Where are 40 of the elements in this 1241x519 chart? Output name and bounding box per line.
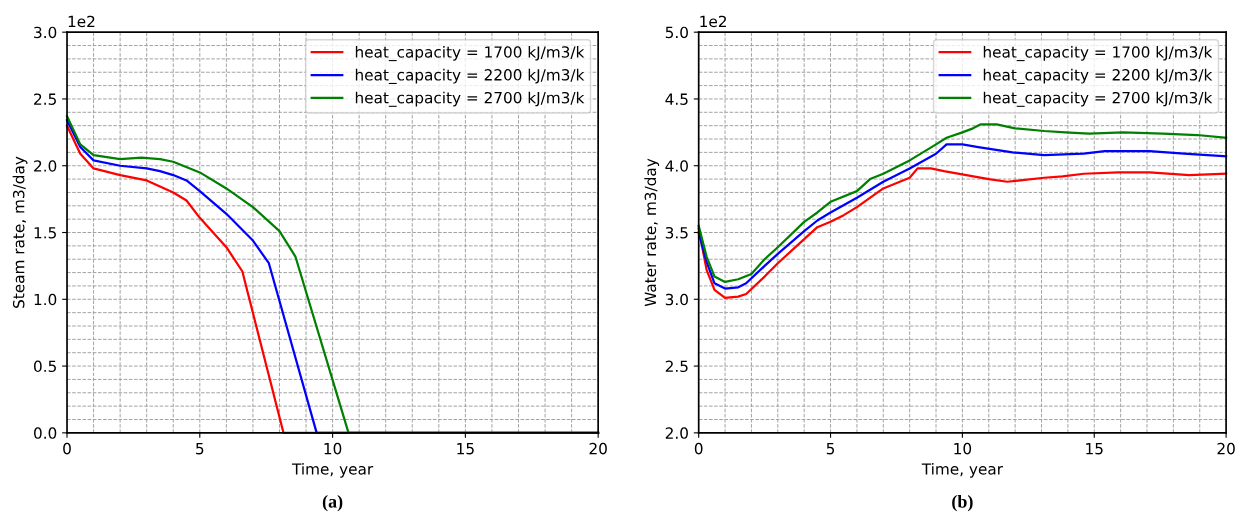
- text: 1e2: [68, 15, 95, 28]
- x-tick-label: 0: [694, 442, 703, 455]
- legend-label: heat_capacity = 2700 kJ/m3/k: [355, 91, 585, 107]
- x-tick-label: 10: [324, 442, 342, 455]
- text: 1e2: [700, 15, 726, 28]
- y-tick-label: 3.5: [665, 226, 688, 239]
- text: (b): [952, 494, 973, 512]
- legend-label: heat_capacity = 2200 kJ/m3/k: [983, 68, 1213, 84]
- legend-label: heat_capacity = 2200 kJ/m3/k: [355, 68, 585, 84]
- y-tick-label: 2.5: [34, 93, 56, 105]
- y-tick-label: 0.5: [34, 360, 56, 373]
- x-tick-label: 20: [589, 442, 607, 455]
- line-series: [697, 143, 1228, 290]
- y-tick-label: 4.0: [665, 160, 688, 172]
- x-tick-label: 15: [457, 443, 474, 455]
- y-tick-label: 2.5: [665, 360, 688, 373]
- y-tick-label: 1.0: [34, 293, 57, 306]
- legend-label: heat_capacity = 1700 kJ/m3/k: [983, 45, 1213, 62]
- x-tick-label: 0: [63, 442, 71, 455]
- y-tick-label: 1.5: [34, 227, 56, 239]
- x-tick-label: 5: [196, 443, 204, 455]
- line-series: [697, 123, 1228, 284]
- y-axis-title: Steam rate, m3/day: [12, 156, 28, 308]
- y-tick-label: 0.0: [34, 427, 57, 439]
- x-tick-label: 20: [1217, 442, 1235, 455]
- text: (a): [322, 494, 343, 512]
- legend-label: heat_capacity = 2700 kJ/m3/k: [983, 91, 1213, 107]
- y-tick-label: 5.0: [665, 26, 688, 39]
- y-tick-label: 3.0: [665, 293, 688, 306]
- x-axis-title: Time, year: [921, 462, 1003, 478]
- x-tick-label: 5: [826, 443, 835, 455]
- y-tick-label: 2.0: [34, 160, 57, 172]
- y-tick-label: 2.0: [665, 427, 688, 439]
- y-tick-label: 3.0: [34, 26, 57, 39]
- y-tick-label: 4.5: [665, 93, 688, 105]
- x-axis-title: Time, year: [291, 462, 374, 478]
- x-tick-label: 10: [954, 442, 972, 455]
- x-tick-label: 15: [1086, 443, 1103, 455]
- legend-label: heat_capacity = 1700 kJ/m3/k: [355, 45, 585, 62]
- y-axis-title: Water rate, m3/day: [644, 158, 660, 307]
